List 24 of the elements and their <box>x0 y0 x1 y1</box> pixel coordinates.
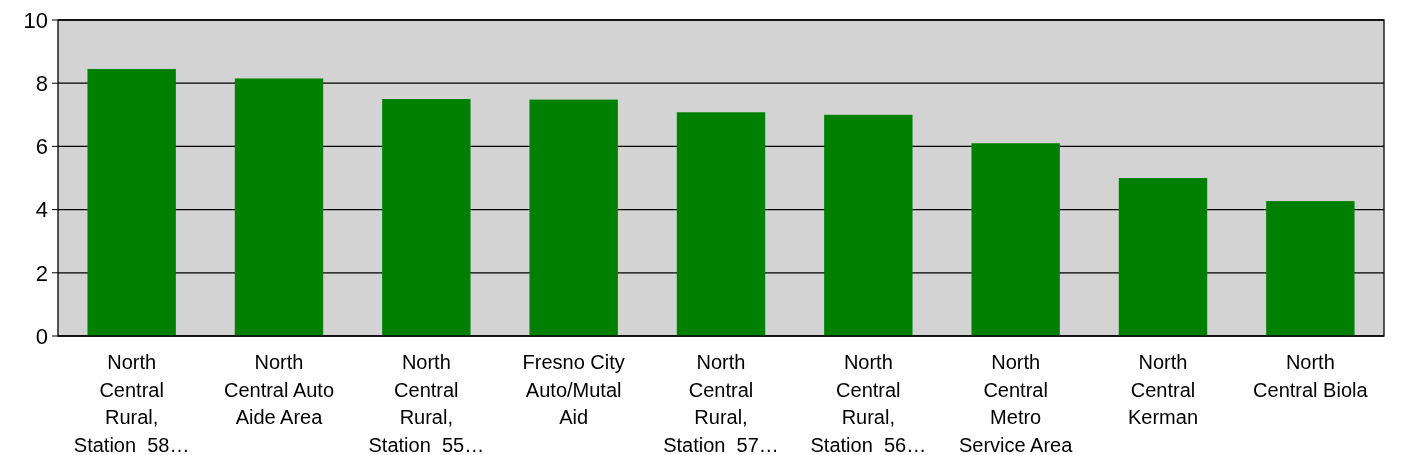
x-tick-label: North Central Kerman <box>1127 351 1199 428</box>
y-tick-label: 2 <box>35 260 48 286</box>
bar <box>87 68 176 336</box>
bar <box>1266 201 1355 336</box>
bar <box>234 78 324 336</box>
y-tick-label: 0 <box>35 323 48 349</box>
y-tick-label: 4 <box>35 197 48 223</box>
bar <box>824 114 913 336</box>
x-tick-label: North Central Rural, Station 58… <box>73 351 190 455</box>
bar <box>676 112 766 336</box>
bar <box>971 143 1060 336</box>
bar <box>382 99 471 336</box>
x-tick-label: North Central Biola <box>1253 351 1369 401</box>
x-tick-label: North Central Auto Aide Area <box>223 351 335 428</box>
x-tick-label: North Central Rural, Station 57… <box>663 351 779 455</box>
y-tick-label: 8 <box>35 70 48 96</box>
bar <box>529 99 618 336</box>
x-tick-label: North Central Metro Service Area <box>958 351 1074 455</box>
bar <box>1118 178 1208 336</box>
x-tick-label: Fresno City Auto/Mutal Aid <box>522 351 625 428</box>
x-tick-label: North Central Rural, Station 55… <box>368 351 485 455</box>
x-tick-label: North Central Rural, Station 56… <box>810 351 927 455</box>
y-tick-label: 6 <box>35 134 48 160</box>
y-tick-label: 10 <box>23 7 48 33</box>
